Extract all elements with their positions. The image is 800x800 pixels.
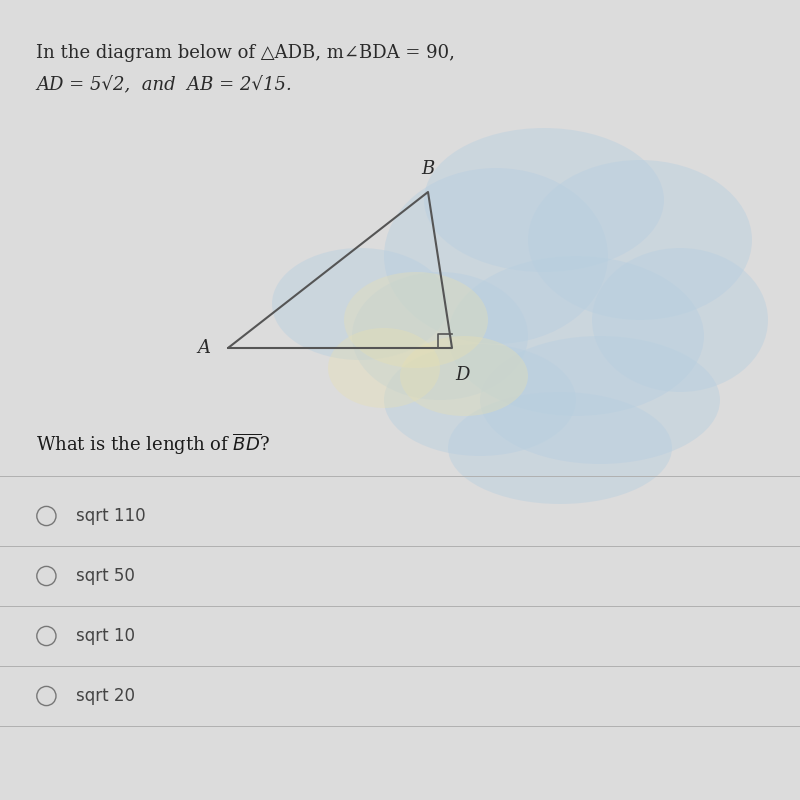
Ellipse shape: [384, 168, 608, 344]
Ellipse shape: [352, 272, 528, 400]
Text: A: A: [198, 339, 210, 357]
Ellipse shape: [328, 328, 440, 408]
Ellipse shape: [272, 248, 448, 360]
Text: sqrt 10: sqrt 10: [76, 627, 135, 645]
Ellipse shape: [344, 272, 488, 368]
Text: B: B: [422, 160, 434, 178]
Ellipse shape: [448, 256, 704, 416]
Ellipse shape: [400, 336, 528, 416]
Text: AD = 5√2,  and  AB = 2√15.: AD = 5√2, and AB = 2√15.: [36, 76, 292, 94]
Text: sqrt 110: sqrt 110: [76, 507, 146, 525]
Ellipse shape: [424, 128, 664, 272]
Text: sqrt 20: sqrt 20: [76, 687, 135, 705]
Text: In the diagram below of △​​​​​ADB, m∠BDA = 90,: In the diagram below of △​​​​​ADB, m∠BDA…: [36, 44, 455, 62]
Ellipse shape: [592, 248, 768, 392]
Ellipse shape: [480, 336, 720, 464]
Ellipse shape: [528, 160, 752, 320]
Ellipse shape: [448, 392, 672, 504]
Text: sqrt 50: sqrt 50: [76, 567, 135, 585]
Text: D: D: [455, 366, 470, 384]
Text: What is the length of $\overline{BD}$?: What is the length of $\overline{BD}$?: [36, 431, 270, 457]
Ellipse shape: [384, 344, 576, 456]
